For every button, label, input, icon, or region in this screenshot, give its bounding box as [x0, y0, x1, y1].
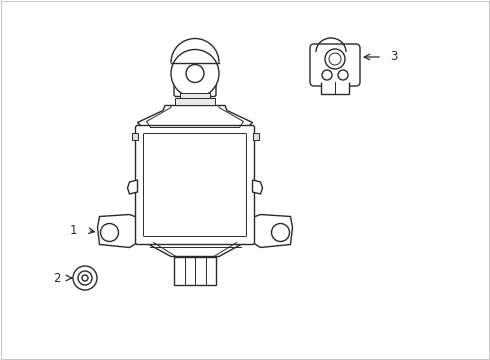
Circle shape	[82, 275, 88, 281]
FancyBboxPatch shape	[310, 44, 360, 86]
FancyBboxPatch shape	[136, 126, 254, 244]
Bar	[180, 93, 210, 98]
Circle shape	[100, 224, 119, 242]
Polygon shape	[131, 132, 138, 139]
Polygon shape	[127, 180, 138, 194]
Text: 1: 1	[70, 224, 77, 237]
Text: 3: 3	[390, 50, 397, 63]
Bar	[175, 98, 215, 105]
Circle shape	[329, 53, 341, 65]
Circle shape	[325, 49, 345, 69]
Circle shape	[271, 224, 290, 242]
Polygon shape	[98, 215, 138, 248]
Circle shape	[78, 271, 92, 285]
Polygon shape	[146, 243, 245, 256]
Circle shape	[322, 70, 332, 80]
Circle shape	[186, 64, 204, 82]
Polygon shape	[321, 82, 349, 94]
FancyBboxPatch shape	[174, 77, 216, 96]
Polygon shape	[138, 105, 252, 127]
Circle shape	[171, 49, 219, 98]
Polygon shape	[252, 132, 259, 139]
Circle shape	[338, 70, 348, 80]
FancyBboxPatch shape	[144, 134, 246, 237]
Bar	[174, 256, 216, 284]
Text: 2: 2	[53, 271, 61, 284]
Polygon shape	[252, 215, 293, 248]
Circle shape	[73, 266, 97, 290]
Polygon shape	[252, 180, 263, 194]
